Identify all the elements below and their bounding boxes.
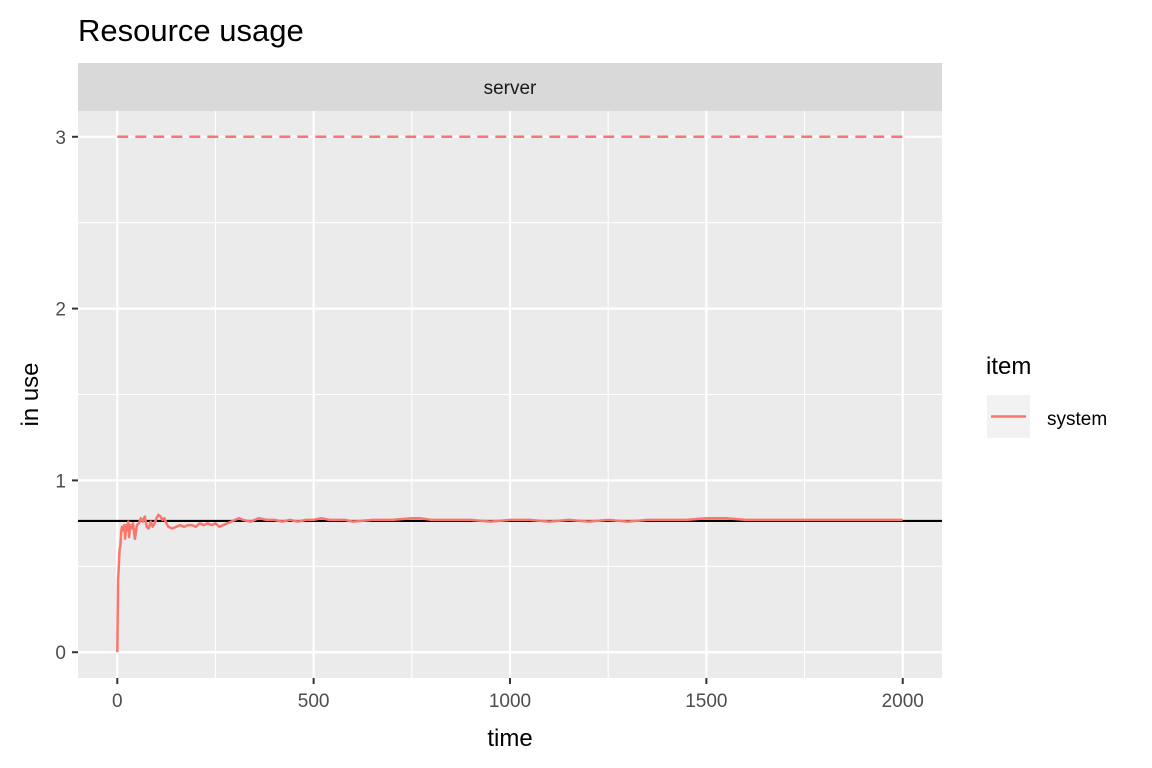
series-layer [116, 513, 903, 653]
chart-title: Resource usage [78, 13, 304, 48]
facet-strip-label: server [484, 78, 537, 99]
series-line-system [116, 513, 903, 653]
x-axis: 0 500 1000 1500 2000 [112, 678, 924, 712]
y-axis-title: in use [17, 362, 44, 426]
x-axis-title: time [487, 725, 532, 752]
y-tick-label: 0 [55, 643, 66, 664]
legend: item system [986, 353, 1107, 438]
y-tick-label: 1 [55, 471, 66, 492]
facet-strip [78, 63, 942, 111]
legend-label-system: system [1047, 409, 1107, 430]
x-tick-label: 1000 [489, 691, 531, 712]
legend-title: item [986, 353, 1031, 380]
x-tick-label: 500 [298, 691, 330, 712]
y-tick-label: 3 [55, 128, 66, 149]
x-tick-label: 0 [112, 691, 123, 712]
x-tick-label: 1500 [685, 691, 727, 712]
y-axis: 0 1 2 3 [55, 128, 78, 664]
y-tick-label: 2 [55, 300, 66, 321]
x-tick-label: 2000 [882, 691, 924, 712]
